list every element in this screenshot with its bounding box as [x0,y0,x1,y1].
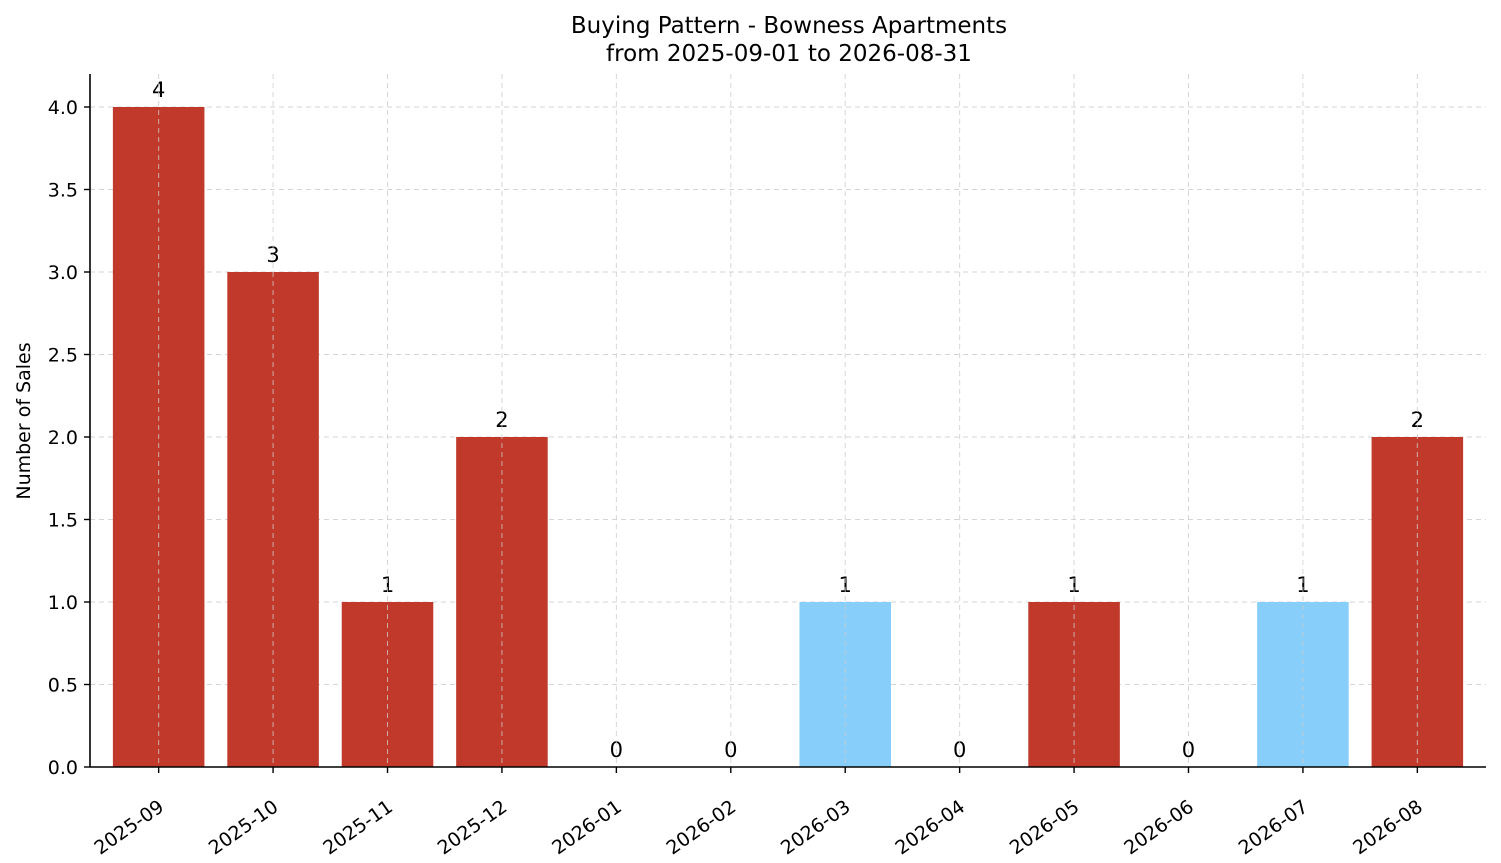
x-tick-label: 2026-01 [548,796,626,860]
y-tick-label: 3.0 [48,262,78,284]
x-tick-label: 2026-02 [663,796,741,860]
y-axis-label: Number of Sales [13,342,35,499]
bar-value-label: 4 [152,78,165,102]
bar [1257,602,1349,767]
bar [799,602,891,767]
bar-value-label: 1 [1296,573,1309,597]
x-tick-label: 2026-06 [1120,796,1198,860]
y-tick-label: 0.0 [48,757,78,779]
x-tick-label: 2026-07 [1235,796,1313,860]
x-tick-label: 2025-10 [205,796,283,860]
y-tick-label: 2.0 [48,427,78,449]
chart-subtitle: from 2025-09-01 to 2026-08-31 [606,41,972,67]
bar [1028,602,1120,767]
bar-value-label: 1 [381,573,394,597]
x-tick-label: 2025-12 [434,796,512,860]
bar [341,602,434,767]
y-tick-label: 0.5 [48,675,78,697]
x-tick-label: 2026-04 [891,796,969,860]
y-tick-label: 1.5 [48,510,78,532]
y-tick-label: 4.0 [48,97,78,119]
x-tick-label: 2026-05 [1006,796,1084,860]
grid [90,106,1486,768]
bar-value-label: 1 [1067,573,1080,597]
y-tick-label: 2.5 [48,345,78,367]
x-tick-label: 2026-08 [1349,796,1427,860]
x-tick-label: 2025-09 [90,796,168,860]
x-tick-label: 2026-03 [777,796,855,860]
y-tick-label: 3.5 [48,180,78,202]
x-tick-label: 2025-11 [319,796,397,860]
bar-value-label: 1 [839,573,852,597]
chart-title: Buying Pattern - Bowness Apartments [571,13,1007,39]
y-tick-label: 1.0 [48,592,78,614]
